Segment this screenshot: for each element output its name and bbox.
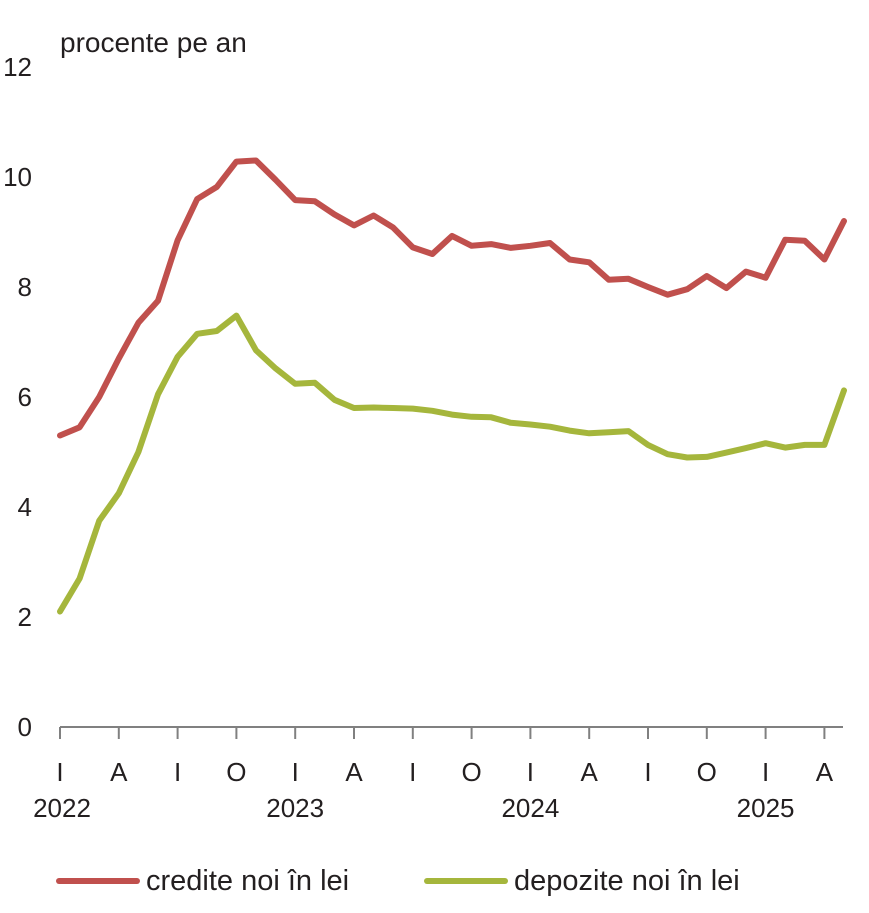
y-tick-label-8: 8 <box>18 272 32 302</box>
x-year-label-2024: 2024 <box>501 793 559 823</box>
legend-swatch-credite <box>56 878 140 884</box>
x-month-label-0: I <box>56 757 63 787</box>
x-month-label-9: A <box>581 757 599 787</box>
series-line-1 <box>57 312 847 615</box>
x-month-label-2: I <box>174 757 181 787</box>
x-month-label-7: O <box>461 757 481 787</box>
legend-item-credite: credite noi în lei <box>56 860 349 902</box>
y-tick-label-6: 6 <box>18 382 32 412</box>
y-tick-label-4: 4 <box>18 492 32 522</box>
legend-label-credite: credite noi în lei <box>146 864 350 897</box>
x-month-label-13: A <box>816 757 834 787</box>
y-tick-label-10: 10 <box>3 162 32 192</box>
x-axis-ticks <box>59 727 826 739</box>
x-month-label-3: O <box>226 757 246 787</box>
x-month-label-12: I <box>762 757 769 787</box>
legend-item-depozite: depozite noi în lei <box>424 860 740 902</box>
x-year-label-2023: 2023 <box>266 793 324 823</box>
y-tick-label-0: 0 <box>18 712 32 742</box>
x-month-label-6: I <box>409 757 416 787</box>
x-year-label-2025: 2025 <box>737 793 795 823</box>
y-tick-label-12: 12 <box>3 52 32 82</box>
y-tick-label-2: 2 <box>18 602 32 632</box>
series-line-0 <box>57 157 847 439</box>
x-month-label-1: A <box>110 757 128 787</box>
y-axis-unit-label: procente pe an <box>60 27 247 58</box>
x-month-label-5: A <box>345 757 363 787</box>
x-year-label-2022: 2022 <box>33 793 91 823</box>
x-month-label-11: O <box>697 757 717 787</box>
x-month-label-10: I <box>644 757 651 787</box>
series-lines <box>57 157 847 615</box>
legend-swatch-depozite <box>424 878 508 884</box>
legend-label-depozite: depozite noi în lei <box>514 864 740 897</box>
x-month-label-4: I <box>292 757 299 787</box>
x-month-label-8: I <box>527 757 534 787</box>
x-axis-year-labels: 2022 2023 2024 2025 <box>33 793 794 823</box>
legend: credite noi în lei depozite noi în lei <box>0 860 869 902</box>
y-axis-tick-labels: 0 2 4 6 8 10 12 <box>3 52 32 742</box>
